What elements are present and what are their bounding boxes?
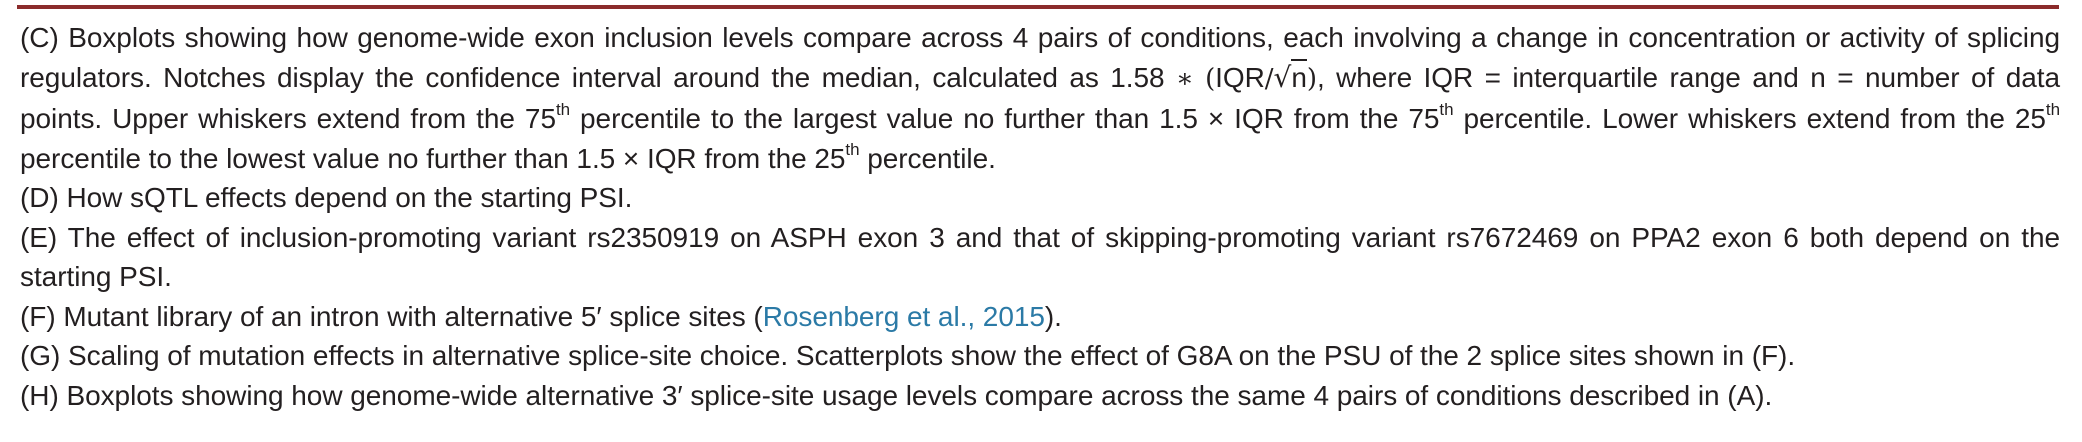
caption-c: (C) Boxplots showing how genome-wide exo… (20, 18, 2060, 178)
superscript-th: th (555, 100, 571, 119)
formula-iqr: IQR (1215, 61, 1265, 93)
caption-d: (D) How sQTL effects depend on the start… (20, 182, 633, 213)
caption-c-part-6: percentile. (859, 142, 996, 174)
formula-slash: / (1264, 63, 1274, 94)
caption-c-part-2: , where IQR = interquartile range and n … (20, 61, 2060, 135)
caption-h: (H) Boxplots showing how genome-wide alt… (20, 379, 1773, 411)
superscript-th: th (1439, 100, 1454, 119)
superscript-th: th (2045, 100, 2060, 119)
caption-f-after: ). (1044, 300, 1062, 332)
formula-sqrt: √n (1274, 58, 1307, 98)
formula-paren-close: ) (1306, 63, 1317, 94)
caption-c-part-3: percentile to the largest value no furth… (570, 103, 1440, 134)
caption-g: (G) Scaling of mutation effects in alter… (20, 340, 1796, 371)
top-rule (17, 5, 2059, 9)
caption-c-part-5: percentile to the lowest value no furthe… (20, 142, 846, 174)
sqrt-sign: √ (1273, 60, 1292, 94)
caption-c-part-1: (C) Boxplots showing how genome-wide exo… (20, 22, 2060, 93)
caption-c-part-4: percentile. Lower whiskers extend from t… (1453, 103, 2046, 134)
caption-f: (F) Mutant library of an intron with alt… (20, 297, 2060, 337)
figure-caption: (C) Boxplots showing how genome-wide exo… (20, 18, 2060, 415)
citation-link[interactable]: Rosenberg et al., 2015 (762, 300, 1045, 332)
superscript-th: th (845, 139, 860, 159)
formula-paren-open: ( (1205, 63, 1216, 94)
caption-e: (E) The effect of inclusion-promoting va… (20, 221, 2060, 293)
caption-f-before: (F) Mutant library of an intron with alt… (20, 300, 763, 332)
formula-n: n (1291, 58, 1307, 93)
formula-operator: ∗ (1176, 63, 1194, 94)
